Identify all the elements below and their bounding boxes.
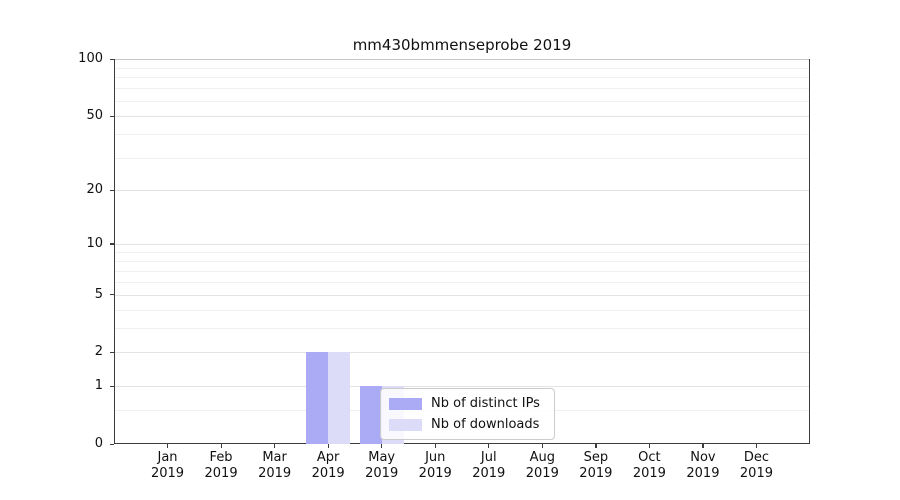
y-tick-mark — [110, 58, 114, 60]
x-tick-year: 2019 — [739, 466, 773, 481]
gridline-major — [115, 116, 809, 117]
x-tick-year: 2019 — [204, 466, 238, 481]
gridline-minor — [115, 88, 809, 90]
y-tick-mark — [110, 115, 114, 117]
x-tick-label: Aug 2019 — [512, 450, 572, 482]
x-tick-month: Apr — [316, 450, 340, 465]
x-tick-mark — [541, 444, 543, 448]
gridline-minor — [115, 260, 809, 262]
legend-item: Nb of downloads — [389, 417, 545, 432]
x-tick-label: Jan 2019 — [138, 450, 198, 482]
x-tick-year: 2019 — [418, 466, 452, 481]
gridline-minor — [115, 77, 809, 79]
x-tick-month: Oct — [638, 450, 661, 465]
y-tick-mark — [110, 243, 114, 245]
x-tick-year: 2019 — [686, 466, 720, 481]
gridline-major — [115, 386, 809, 388]
x-tick-mark — [702, 444, 704, 448]
x-tick-label: May 2019 — [352, 450, 412, 482]
y-tick-mark — [110, 294, 114, 296]
y-tick-label: 2 — [94, 344, 103, 360]
x-tick-month: Aug — [529, 450, 555, 465]
x-tick-month: Sep — [583, 450, 609, 465]
x-tick-mark — [327, 444, 329, 448]
gridline-minor — [115, 157, 809, 159]
x-tick-year: 2019 — [311, 466, 345, 481]
x-tick-month: Jun — [425, 450, 446, 465]
gridline-major — [115, 243, 809, 245]
y-tick-label: 10 — [86, 235, 103, 251]
x-tick-month: Mar — [262, 450, 287, 465]
x-tick-year: 2019 — [365, 466, 399, 481]
x-tick-mark — [381, 444, 383, 448]
gridline-minor — [115, 101, 809, 103]
x-tick-label: Jun 2019 — [405, 450, 465, 482]
y-tick-label: 50 — [86, 108, 103, 123]
x-tick-year: 2019 — [632, 466, 666, 481]
x-tick-label: Jul 2019 — [459, 450, 519, 482]
gridline-major — [115, 294, 809, 296]
gridline-major — [115, 59, 809, 60]
x-tick-mark — [274, 444, 276, 448]
x-tick-mark — [648, 444, 651, 448]
gridline-minor — [115, 251, 809, 253]
gridline-minor — [115, 134, 809, 136]
legend-label: Nb of distinct IPs — [431, 396, 540, 411]
x-tick-label: Feb 2019 — [191, 450, 251, 482]
x-tick-month: May — [368, 450, 396, 465]
x-tick-label: Dec 2019 — [726, 450, 786, 482]
x-tick-label: Sep 2019 — [566, 450, 626, 482]
x-tick-year: 2019 — [579, 466, 613, 481]
legend-label: Nb of downloads — [431, 417, 540, 432]
chart-title: mm430bmmenseprobe 2019 — [352, 36, 572, 54]
legend-swatch — [389, 397, 422, 410]
x-tick-label: Apr 2019 — [298, 450, 358, 482]
x-tick-month: Jul — [480, 450, 497, 465]
legend-item: Nb of distinct IPs — [389, 396, 545, 411]
gridline-major — [115, 352, 809, 354]
legend: Nb of distinct IPs Nb of downloads — [380, 388, 555, 440]
x-tick-year: 2019 — [258, 466, 292, 481]
x-tick-mark — [167, 444, 169, 448]
x-tick-month: Nov — [690, 450, 716, 465]
gridline-minor — [115, 281, 809, 283]
legend-swatch — [389, 418, 422, 431]
x-tick-label: Nov 2019 — [673, 450, 733, 482]
x-tick-year: 2019 — [525, 466, 559, 481]
x-tick-mark — [488, 444, 490, 448]
gridline-minor — [115, 328, 809, 330]
y-tick-label: 0 — [94, 436, 103, 451]
x-tick-mark — [434, 444, 436, 448]
gridline-minor — [115, 309, 809, 311]
x-tick-month: Feb — [209, 450, 233, 465]
y-tick-mark — [110, 351, 114, 354]
x-tick-month: Jan — [157, 450, 178, 465]
bar-nb-of-distinct-ips-may — [359, 386, 382, 444]
gridline-minor — [115, 270, 809, 272]
x-tick-year: 2019 — [472, 466, 506, 481]
bar-nb-of-distinct-ips-apr — [306, 352, 329, 444]
y-tick-label: 20 — [86, 182, 103, 198]
y-tick-mark — [110, 385, 114, 387]
y-tick-mark — [110, 443, 114, 445]
gridline-minor — [115, 67, 809, 69]
y-tick-label: 5 — [94, 286, 103, 302]
y-tick-label: 1 — [94, 378, 103, 394]
x-tick-mark — [755, 444, 758, 448]
x-tick-mark — [220, 444, 222, 448]
x-tick-mark — [595, 444, 597, 448]
y-tick-mark — [110, 189, 114, 191]
gridline-major — [115, 190, 809, 192]
x-tick-label: Oct 2019 — [619, 450, 679, 482]
x-tick-label: Mar 2019 — [245, 450, 305, 482]
bar-nb-of-downloads-apr — [328, 352, 351, 444]
x-tick-year: 2019 — [150, 466, 185, 481]
x-tick-month: Dec — [743, 450, 770, 465]
y-tick-label: 100 — [78, 51, 103, 66]
